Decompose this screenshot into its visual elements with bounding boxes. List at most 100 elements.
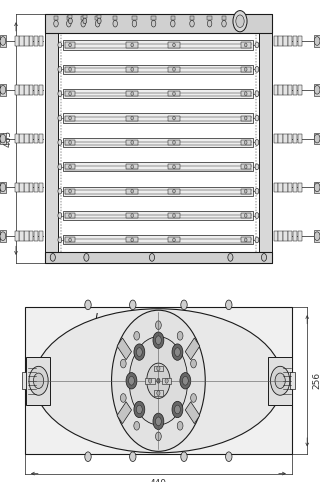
Bar (34, 134, 38, 144)
Bar (283, 134, 288, 144)
Bar (298, 36, 302, 46)
Circle shape (153, 332, 164, 348)
Bar (45, 14, 272, 33)
Bar (68, 15, 72, 18)
Circle shape (58, 91, 62, 96)
Bar (241, 188, 251, 194)
Bar (0, 84, 6, 95)
Circle shape (58, 188, 62, 194)
Circle shape (255, 115, 259, 121)
Bar (274, 36, 278, 46)
Circle shape (131, 214, 133, 217)
Bar (29, 85, 33, 94)
Circle shape (244, 116, 247, 120)
Bar (65, 164, 75, 169)
Circle shape (314, 85, 320, 94)
Bar (65, 42, 75, 48)
Circle shape (130, 300, 136, 310)
Circle shape (255, 42, 259, 48)
Circle shape (54, 20, 58, 27)
Circle shape (131, 238, 133, 242)
Circle shape (173, 214, 175, 217)
Bar (132, 16, 137, 20)
Circle shape (134, 332, 140, 340)
Circle shape (228, 254, 233, 261)
Bar (0, 182, 6, 193)
Circle shape (134, 344, 145, 360)
Circle shape (255, 91, 259, 96)
Bar (314, 84, 320, 95)
Bar (291, 372, 295, 389)
Circle shape (149, 254, 155, 261)
FancyBboxPatch shape (185, 402, 200, 424)
Circle shape (255, 213, 259, 218)
Bar (15, 85, 19, 94)
Circle shape (0, 37, 6, 45)
Bar (126, 116, 138, 120)
Bar (168, 116, 180, 120)
Circle shape (255, 237, 259, 243)
Circle shape (233, 11, 247, 32)
Circle shape (69, 165, 71, 169)
Circle shape (69, 92, 71, 95)
Bar (63, 211, 253, 220)
Bar (259, 14, 272, 263)
Bar (274, 85, 278, 94)
Circle shape (171, 20, 175, 27)
Bar (0, 230, 6, 242)
Circle shape (191, 359, 196, 368)
Circle shape (0, 85, 6, 94)
Circle shape (126, 373, 137, 389)
Bar (126, 213, 138, 218)
Circle shape (222, 20, 226, 27)
Bar (314, 35, 320, 47)
Circle shape (165, 378, 168, 383)
Circle shape (255, 164, 259, 170)
Bar (162, 378, 172, 384)
Bar (63, 138, 253, 147)
Bar (65, 238, 75, 242)
Bar (314, 133, 320, 145)
Bar (283, 36, 288, 46)
Bar (65, 67, 75, 72)
Circle shape (244, 189, 247, 193)
Bar (288, 231, 292, 241)
Bar (113, 16, 117, 20)
Circle shape (151, 20, 156, 27)
Circle shape (157, 391, 160, 396)
Circle shape (156, 432, 161, 441)
Circle shape (173, 116, 175, 120)
FancyBboxPatch shape (117, 402, 132, 424)
Circle shape (271, 366, 290, 395)
Circle shape (173, 67, 175, 71)
Bar (314, 182, 320, 193)
Circle shape (255, 188, 259, 194)
Bar (241, 213, 251, 218)
Circle shape (0, 134, 6, 143)
Circle shape (97, 18, 101, 24)
Bar (63, 235, 253, 244)
Bar (236, 16, 241, 20)
Bar (278, 85, 283, 94)
Bar (15, 36, 19, 46)
Circle shape (58, 164, 62, 170)
Bar (241, 140, 251, 145)
Circle shape (244, 238, 247, 242)
Bar (278, 231, 283, 241)
Bar (24, 183, 29, 192)
Bar (314, 230, 320, 242)
Bar (293, 36, 297, 46)
Bar (34, 231, 38, 241)
Circle shape (173, 43, 175, 47)
Circle shape (172, 402, 183, 418)
Bar (20, 36, 24, 46)
Circle shape (175, 405, 180, 414)
Circle shape (255, 67, 259, 72)
Bar (126, 188, 138, 194)
Circle shape (84, 254, 89, 261)
Bar (168, 42, 180, 48)
Bar (27, 357, 51, 405)
Circle shape (244, 43, 247, 47)
Bar (241, 67, 251, 72)
Circle shape (85, 452, 91, 462)
